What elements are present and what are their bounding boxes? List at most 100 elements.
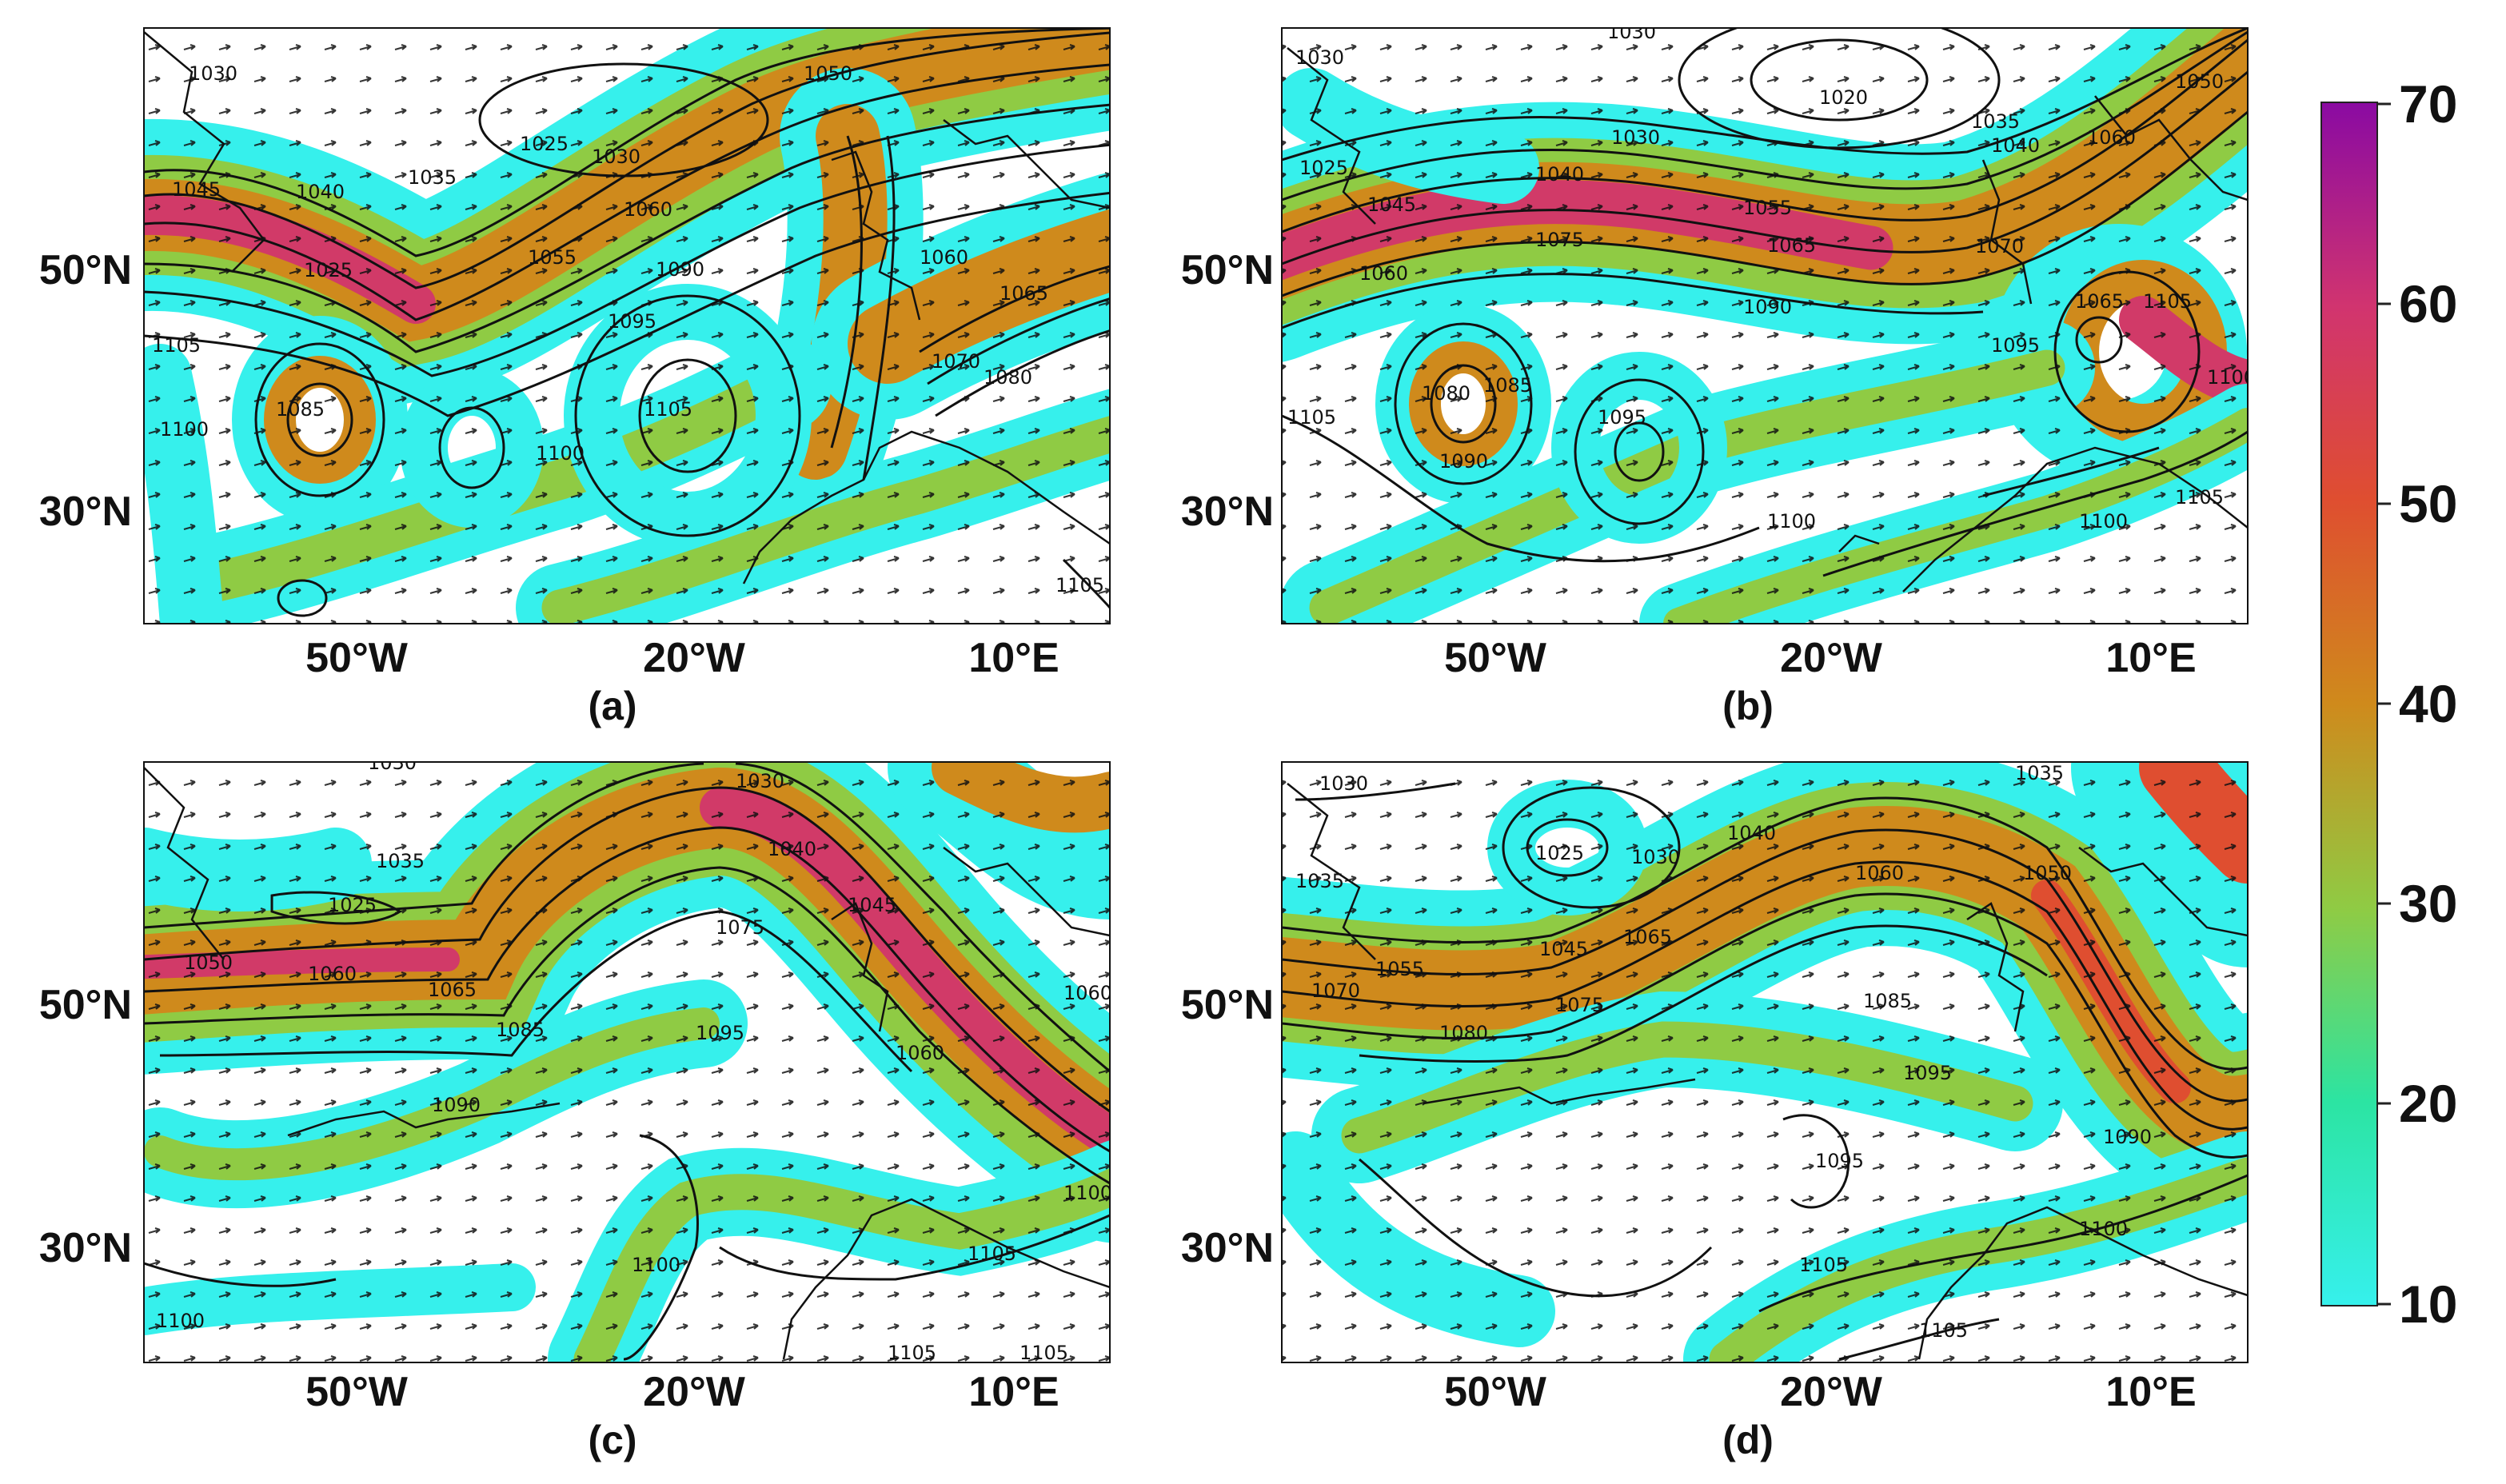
contour-label: 1025 [520,133,569,155]
contour-label: 1085 [1483,374,1532,397]
contour-label: 1105 [644,398,692,421]
contour-label: 1060 [1359,262,1408,285]
contour-label: 1105 [1055,574,1104,596]
y-tick-label: 30°N [39,489,132,535]
contour-label: 1040 [1727,822,1776,844]
contour-label: 1070 [1975,235,2024,257]
x-tick-label: 10°E [968,1369,1059,1415]
contour-label: 1105 [1020,1342,1068,1364]
contour-label: 1060 [2087,126,2136,149]
contour-label: 1100 [2207,366,2256,389]
contour-label: 1105 [888,1342,936,1364]
y-tick-label: 30°N [39,1225,132,1271]
contour-label: 1030 [1607,21,1656,43]
contour-label: 1105 [1799,1254,1848,1276]
contour-label: 1050 [2175,70,2224,93]
contour-label: 1090 [1439,450,1488,473]
contour-label: 1090 [432,1094,481,1116]
contour-label: 1065 [1767,234,1816,257]
contour-labels: 1030 1025 1030 1035 1040 1045 1065 1060 … [1295,762,2152,1342]
contour-label: 1100 [1063,1182,1112,1204]
contour-label: 1060 [624,198,672,221]
contour-label: 1090 [2103,1126,2152,1148]
contour-label: 1100 [156,1310,205,1332]
panel-caption: (a) [588,684,636,728]
contour-label: 1100 [2079,1218,2128,1240]
contour-label: 1095 [1991,334,2040,357]
contour-label: 1100 [536,442,585,465]
contour-label: 1045 [1539,938,1588,960]
contour-label: 1080 [1422,382,1470,405]
contour-label: 1095 [1903,1062,1952,1084]
map-panel-c: 1030 1035 1030 1025 1040 1050 1060 1065 … [39,761,1112,1462]
contour-label: 1065 [1623,926,1672,948]
contour-label: 1045 [848,894,896,916]
contour-label: 1025 [1535,842,1584,864]
contour-label: 1105 [1919,1319,1968,1342]
contour-labels: 1030 1035 1030 1025 1040 1050 1060 1065 … [156,762,1112,1364]
contour-label: 1070 [1311,979,1360,1002]
contour-label: 1040 [768,838,816,860]
panel-caption: (b) [1722,684,1774,728]
colorbar-tick-label: 50 [2399,474,2457,533]
contour-label: 1100 [632,1254,680,1276]
colorbar-tick-label: 20 [2399,1074,2457,1133]
contour-label: 1100 [1767,510,1816,533]
contour-label: 1035 [2015,762,2064,784]
contour-label: 1055 [1375,958,1424,980]
contour-label: 1065 [428,979,477,1001]
colorbar-tick-label: 30 [2399,874,2457,933]
map-panel-a: 1030 1025 1030 1035 1050 1040 1045 1025 … [39,27,1111,728]
contour-label: 1045 [1367,193,1416,216]
contour-label: 1030 [1631,846,1680,868]
contour-label: 1095 [696,1022,744,1044]
contour-label: 1060 [1063,982,1112,1004]
contour-label: 1085 [1863,990,1912,1012]
contour-label: 1030 [736,770,784,792]
pressure-contours [144,28,1110,617]
contour-label: 1090 [1743,296,1792,318]
contour-label: 1055 [1743,197,1792,219]
contour-label: 1060 [308,963,357,985]
contour-label: 1060 [896,1042,944,1064]
x-tick-label: 50°W [1444,635,1547,681]
contour-label: 1035 [1971,110,2020,133]
contour-label: 1085 [276,398,325,421]
contour-label: 1105 [1287,406,1336,429]
contour-label: 1060 [920,246,968,269]
contour-label: 1050 [184,951,233,974]
contour-label: 1040 [1991,134,2040,157]
contour-label: 1105 [2175,486,2224,509]
contour-label: 1030 [1611,126,1660,149]
contour-labels: 1030 1025 1030 1035 1050 1040 1045 1025 … [152,62,1104,596]
contour-label: 1020 [1819,86,1868,109]
contour-label: 1025 [1299,157,1348,179]
y-tick-label: 30°N [1181,489,1274,535]
y-tick-label: 50°N [1181,982,1274,1028]
x-tick-label: 20°W [643,635,746,681]
x-tick-label: 50°W [305,635,409,681]
contour-label: 1105 [968,1243,1016,1265]
pressure-contours [1282,782,2248,1361]
colorbar-ticks [2377,102,2391,1306]
coastlines [144,767,1110,1360]
panel-caption: (c) [588,1418,636,1462]
wind-vector-arrows [144,28,1110,624]
colorbar-tick-label: 10 [2399,1275,2457,1334]
contour-label: 1105 [2143,290,2192,313]
coastlines [1287,783,2248,1360]
contour-label: 1095 [608,310,656,333]
contour-label: 1070 [932,350,980,373]
contour-label: 1025 [328,894,377,916]
map-panel-b: 1030 1030 1020 1030 1025 1040 1045 1055 … [1181,21,2256,728]
panel-d-frame [1281,761,2249,1363]
colorbar: 70 60 50 40 30 20 10 [2320,74,2457,1334]
pressure-contours [1282,28,2248,577]
contour-label: 1050 [804,62,852,85]
contour-label: 1030 [1319,772,1368,795]
x-tick-label: 20°W [643,1369,746,1415]
y-tick-label: 30°N [1181,1225,1274,1271]
colorbar-tick-label: 60 [2399,274,2457,333]
contour-label: 1075 [716,916,764,939]
